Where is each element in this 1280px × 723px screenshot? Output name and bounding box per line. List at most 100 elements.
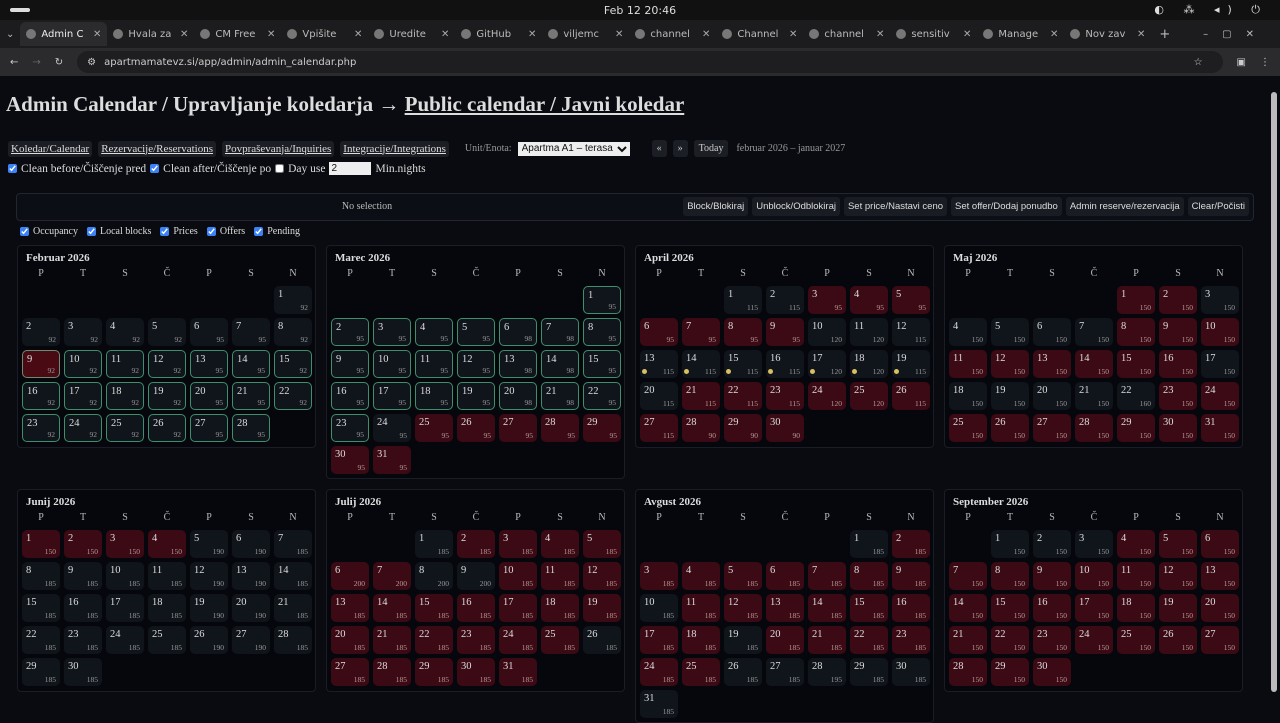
day-cell[interactable]: 19 92 <box>148 382 186 410</box>
close-icon[interactable]: ✕ <box>528 28 537 40</box>
day-cell[interactable]: 31 150 <box>1201 414 1239 442</box>
day-cell[interactable]: 28 185 <box>373 658 411 686</box>
day-cell[interactable]: 7 95 <box>682 318 720 346</box>
tab-list-icon[interactable]: ⌄ <box>6 28 15 40</box>
day-cell[interactable]: 10 185 <box>640 594 678 622</box>
day-cell[interactable]: 17 185 <box>640 626 678 654</box>
day-cell[interactable]: 5 92 <box>148 318 186 346</box>
day-cell[interactable]: 1 95 <box>583 286 621 314</box>
day-cell[interactable]: 20 95 <box>190 382 228 410</box>
day-cell[interactable]: 21 150 <box>949 626 987 654</box>
day-cell[interactable]: 28 150 <box>949 658 987 686</box>
day-cell[interactable]: 1 150 <box>1117 286 1155 314</box>
back-icon[interactable]: ← <box>10 56 19 68</box>
day-cell[interactable]: 12 185 <box>724 594 762 622</box>
day-cell[interactable]: 7 185 <box>274 530 312 558</box>
day-cell[interactable]: 6 150 <box>1201 530 1239 558</box>
day-cell[interactable]: 16 185 <box>457 594 495 622</box>
day-cell[interactable]: 10 92 <box>64 350 102 378</box>
day-cell[interactable]: 1 115 <box>724 286 762 314</box>
day-cell[interactable]: 5 185 <box>724 562 762 590</box>
close-icon[interactable]: ✕ <box>963 28 972 40</box>
day-cell[interactable]: 22 95 <box>583 382 621 410</box>
day-cell[interactable]: 9 185 <box>64 562 102 590</box>
day-cell[interactable]: 9 95 <box>331 350 369 378</box>
day-cell[interactable]: 8 150 <box>1117 318 1155 346</box>
action-button-2[interactable]: Set price/Nastavi ceno <box>843 197 948 216</box>
day-cell[interactable]: 27 95 <box>499 414 537 442</box>
day-cell[interactable]: 15 92 <box>274 350 312 378</box>
reload-icon[interactable]: ↻ <box>54 56 64 68</box>
day-cell[interactable]: 11 120 <box>850 318 888 346</box>
day-cell[interactable]: 14 115 <box>682 350 720 378</box>
day-cell[interactable]: 5 150 <box>1159 530 1197 558</box>
day-cell[interactable]: 20 98 <box>499 382 537 410</box>
day-cell[interactable]: 29 95 <box>583 414 621 442</box>
day-cell[interactable]: 11 95 <box>415 350 453 378</box>
day-cell[interactable]: 22 185 <box>22 626 60 654</box>
day-cell[interactable]: 2 92 <box>22 318 60 346</box>
day-cell[interactable]: 31 95 <box>373 446 411 474</box>
day-cell[interactable]: 19 190 <box>190 594 228 622</box>
day-cell[interactable]: 1 185 <box>850 530 888 558</box>
day-cell[interactable]: 13 98 <box>499 350 537 378</box>
day-cell[interactable]: 30 185 <box>64 658 102 686</box>
day-cell[interactable]: 24 95 <box>373 414 411 442</box>
day-cell[interactable]: 19 150 <box>991 382 1029 410</box>
day-cell[interactable]: 28 195 <box>808 658 846 686</box>
page-scrollbar[interactable] <box>1270 82 1278 712</box>
browser-tab[interactable]: channel ✕ <box>629 22 716 46</box>
day-cell[interactable]: 8 150 <box>991 562 1029 590</box>
day-cell[interactable]: 13 150 <box>1033 350 1071 378</box>
day-cell[interactable]: 18 185 <box>682 626 720 654</box>
day-cell[interactable]: 30 150 <box>1033 658 1071 686</box>
day-cell[interactable]: 9 200 <box>457 562 495 590</box>
day-cell[interactable]: 30 185 <box>457 658 495 686</box>
day-cell[interactable]: 26 150 <box>991 414 1029 442</box>
day-cell[interactable]: 29 90 <box>724 414 762 442</box>
day-cell[interactable]: 20 150 <box>1201 594 1239 622</box>
browser-tab[interactable]: Vpišite ✕ <box>281 22 368 46</box>
new-tab-button[interactable]: + <box>1159 26 1171 42</box>
filter-checkbox[interactable] <box>254 227 264 236</box>
day-cell[interactable]: 23 115 <box>766 382 804 410</box>
day-cell[interactable]: 20 115 <box>640 382 678 410</box>
window-controls[interactable]: –▢✕ <box>1203 28 1268 40</box>
day-cell[interactable]: 15 150 <box>991 594 1029 622</box>
day-cell[interactable]: 21 115 <box>682 382 720 410</box>
day-cell[interactable]: 17 95 <box>373 382 411 410</box>
close-icon[interactable]: ✕ <box>876 28 885 40</box>
day-cell[interactable]: 21 95 <box>232 382 270 410</box>
min-nights-input[interactable] <box>329 162 372 175</box>
day-cell[interactable]: 26 185 <box>583 626 621 654</box>
day-cell[interactable]: 3 150 <box>1201 286 1239 314</box>
day-cell[interactable]: 7 150 <box>1075 318 1113 346</box>
day-cell[interactable]: 24 150 <box>1075 626 1113 654</box>
day-cell[interactable]: 14 185 <box>808 594 846 622</box>
close-icon[interactable]: ✕ <box>267 28 276 40</box>
day-cell[interactable]: 13 115 <box>640 350 678 378</box>
day-cell[interactable]: 26 95 <box>457 414 495 442</box>
day-cell[interactable]: 3 150 <box>1075 530 1113 558</box>
day-cell[interactable]: 15 150 <box>1117 350 1155 378</box>
day-cell[interactable]: 4 92 <box>106 318 144 346</box>
day-cell[interactable]: 18 185 <box>148 594 186 622</box>
day-cell[interactable]: 1 150 <box>22 530 60 558</box>
day-cell[interactable]: 10 95 <box>373 350 411 378</box>
browser-tab[interactable]: Uredite ✕ <box>368 22 455 46</box>
filter-prices[interactable]: Prices <box>160 226 198 237</box>
day-cell[interactable]: 11 185 <box>682 594 720 622</box>
close-icon[interactable]: ✕ <box>354 28 363 40</box>
clean-before-checkbox[interactable] <box>8 164 17 173</box>
nav-calendar[interactable]: Koledar/Calendar <box>8 140 93 157</box>
day-cell[interactable]: 29 185 <box>22 658 60 686</box>
day-cell[interactable]: 30 90 <box>766 414 804 442</box>
action-button-3[interactable]: Set offer/Dodaj ponudbo <box>951 197 1062 216</box>
day-cell[interactable]: 26 150 <box>1159 626 1197 654</box>
day-cell[interactable]: 3 185 <box>499 530 537 558</box>
day-cell[interactable]: 10 150 <box>1201 318 1239 346</box>
day-cell[interactable]: 16 95 <box>331 382 369 410</box>
day-cell[interactable]: 18 150 <box>949 382 987 410</box>
day-cell[interactable]: 3 95 <box>373 318 411 346</box>
day-cell[interactable]: 19 115 <box>892 350 930 378</box>
